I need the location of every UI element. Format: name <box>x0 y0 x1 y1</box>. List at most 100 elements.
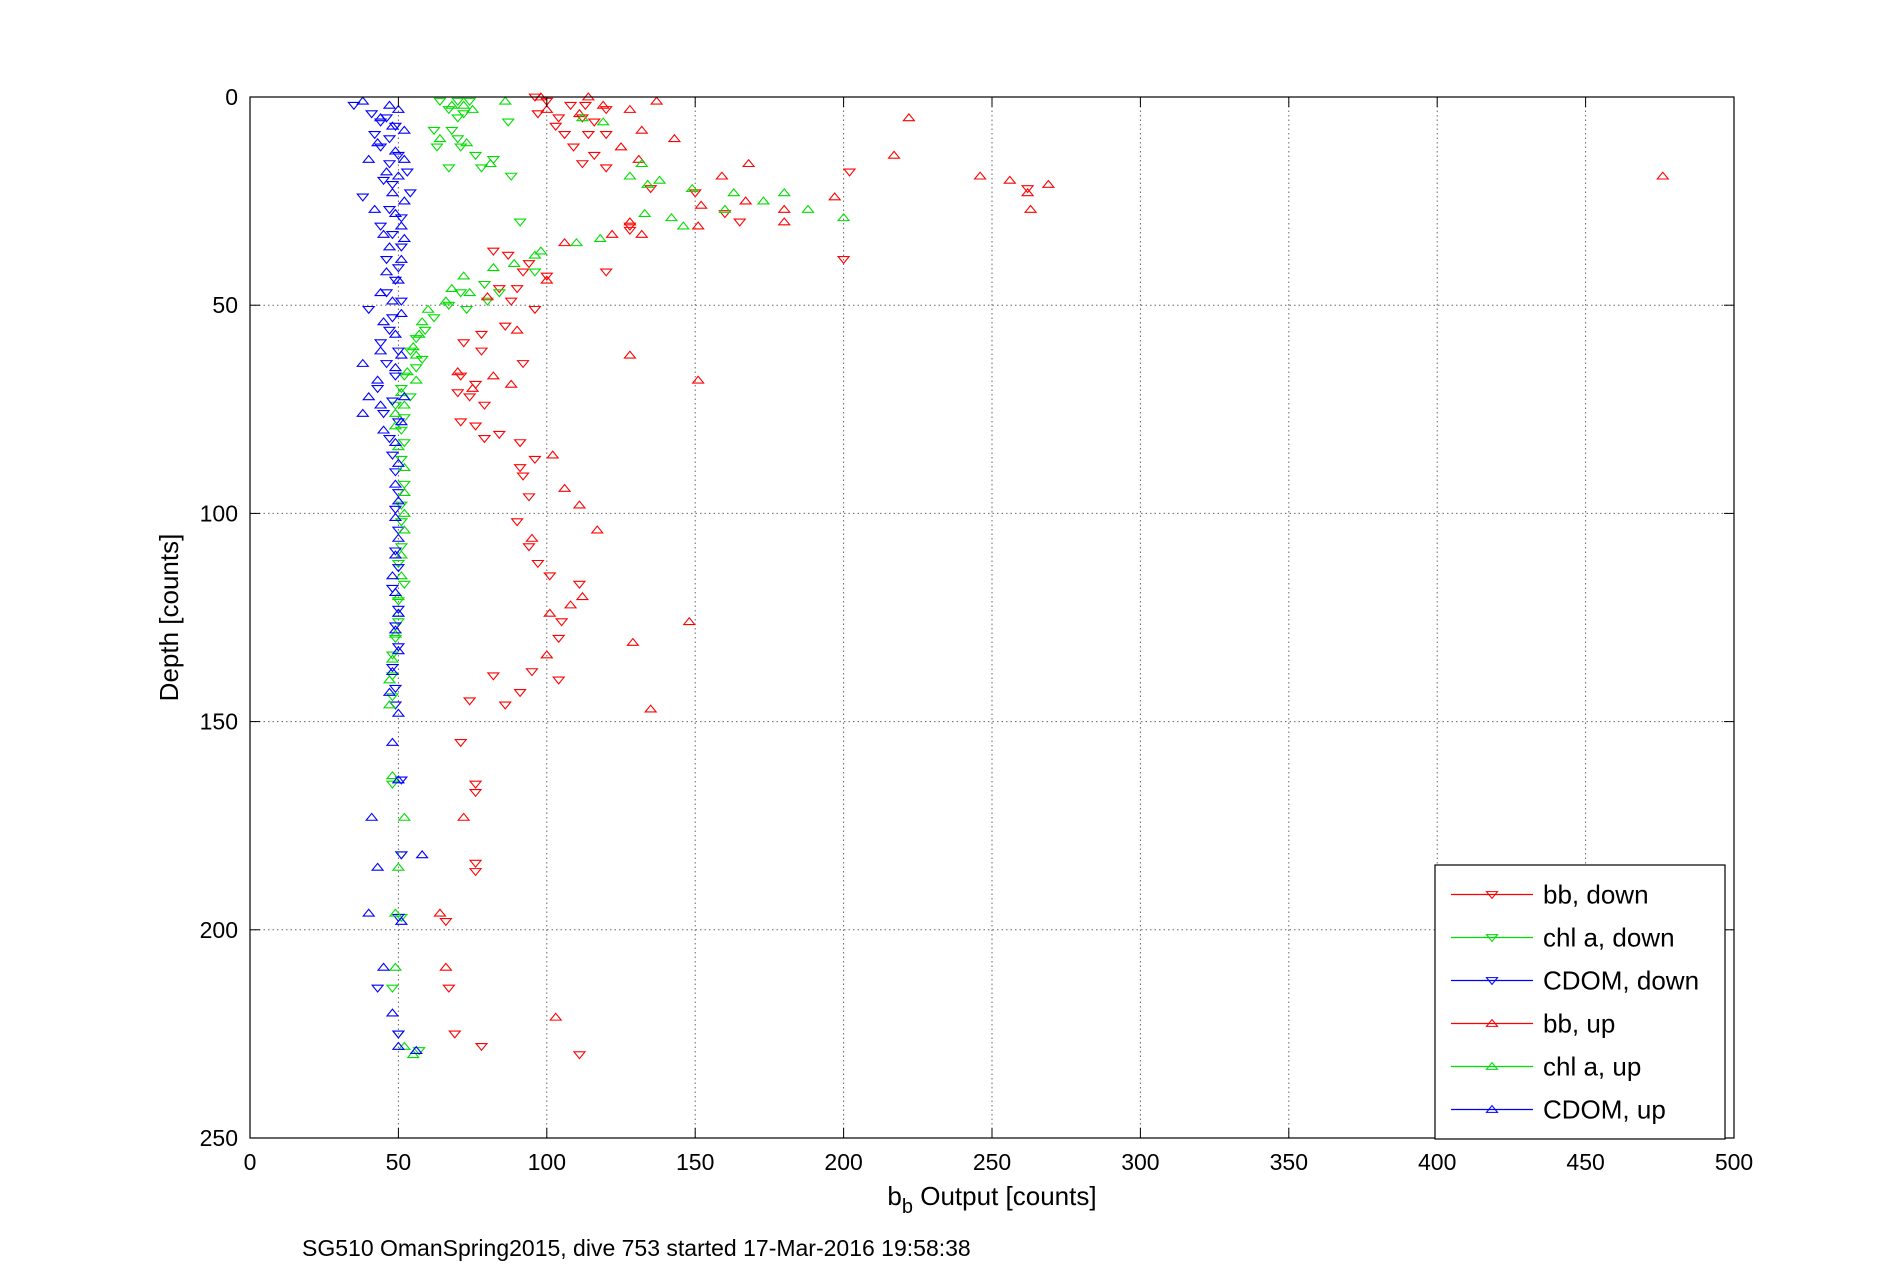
x-tick-label: 150 <box>676 1149 714 1175</box>
point-bb-up <box>623 217 637 226</box>
point-chl-a-down <box>442 106 456 115</box>
point-chl-a-down <box>427 126 441 136</box>
point-bb-up <box>486 371 501 380</box>
point-bb-up <box>887 150 901 159</box>
point-bb-up <box>1003 175 1017 184</box>
point-bb-up <box>667 133 682 143</box>
point-cdom-down <box>394 243 409 252</box>
point-cdom-up <box>394 254 409 263</box>
point-chl-a-up <box>575 113 590 122</box>
point-cdom-down <box>391 564 406 573</box>
point-chl-a-up <box>391 441 406 451</box>
point-bb-down <box>525 668 539 677</box>
point-chl-a-up <box>394 571 409 580</box>
point-bb-up <box>575 591 590 601</box>
point-cdom-up <box>382 687 397 696</box>
point-chl-a-up <box>400 367 414 376</box>
point-cdom-up <box>362 908 376 917</box>
point-bb-down <box>531 559 545 569</box>
point-bb-down <box>599 106 613 115</box>
point-cdom-up <box>388 550 403 559</box>
point-cdom-up <box>391 275 406 284</box>
point-chl-a-down <box>418 326 432 335</box>
y-tick-label: 200 <box>200 917 238 943</box>
point-chl-a-up <box>433 133 447 143</box>
point-chl-a-down <box>391 618 406 627</box>
y-tick-label: 0 <box>225 84 238 110</box>
point-chl-a-up <box>445 283 459 292</box>
point-bb-down <box>477 435 492 444</box>
point-chl-a-up <box>727 187 741 197</box>
point-cdom-up <box>388 512 403 521</box>
point-chl-a-down <box>451 135 465 144</box>
point-cdom-up <box>394 916 409 925</box>
point-cdom-up <box>388 479 403 488</box>
point-cdom-down <box>385 664 400 673</box>
point-bb-down <box>688 189 702 198</box>
point-cdom-up <box>394 221 409 230</box>
point-chl-a-up <box>623 171 637 180</box>
point-bb-down <box>510 285 524 294</box>
point-chl-a-up <box>388 908 403 917</box>
point-bb-down <box>468 868 483 877</box>
point-chl-a-up <box>412 329 426 338</box>
point-cdom-up <box>356 408 370 417</box>
point-chl-a-up <box>409 350 423 359</box>
point-bb-down <box>454 372 468 381</box>
point-bb-up <box>626 637 640 646</box>
point-chl-a-down <box>397 372 411 381</box>
legend-marker-cdom-up <box>1485 1104 1499 1113</box>
point-cdom-down <box>391 264 406 273</box>
x-tick-label: 300 <box>1121 1149 1159 1175</box>
point-bb-up <box>715 171 729 180</box>
point-bb-down <box>501 251 515 261</box>
point-chl-a-down <box>385 780 400 789</box>
point-bb-down <box>486 672 501 681</box>
point-chl-a-up <box>391 862 406 871</box>
point-cdom-down <box>391 643 406 652</box>
point-chl-a-up <box>801 204 815 213</box>
y-tick-label: 250 <box>200 1125 238 1151</box>
point-chl-a-down <box>451 114 465 123</box>
point-cdom-up <box>385 666 400 676</box>
x-tick-label: 350 <box>1270 1149 1308 1175</box>
point-cdom-up <box>391 1041 406 1050</box>
point-chl-a-up <box>836 212 851 222</box>
point-bb-up <box>465 383 480 392</box>
point-cdom-up <box>394 350 409 359</box>
point-chl-a-up <box>406 1049 420 1059</box>
point-bb-down <box>462 393 477 402</box>
point-chl-a-up <box>528 250 542 259</box>
point-bb-down <box>498 322 512 331</box>
x-axis-label: bb Output [counts] <box>887 1181 1096 1218</box>
point-cdom-down <box>391 151 406 161</box>
point-bb-down <box>572 1051 587 1060</box>
point-chl-a-up <box>569 237 584 247</box>
point-cdom-up <box>397 154 411 163</box>
point-bb-down <box>540 272 554 281</box>
point-cdom-down <box>379 360 394 369</box>
point-bb-up <box>635 125 649 134</box>
point-cdom-up <box>385 1008 400 1017</box>
point-cdom-up <box>388 362 403 372</box>
point-bb-down <box>552 676 566 685</box>
point-bb-up <box>682 616 696 626</box>
point-chl-a-down <box>492 289 506 298</box>
point-chl-a-down <box>397 580 411 589</box>
point-cdom-down <box>385 314 400 323</box>
point-bb-up <box>563 600 578 609</box>
point-bb-up <box>543 608 557 617</box>
y-tick-label: 100 <box>200 500 238 526</box>
x-tick-label: 400 <box>1418 1149 1456 1175</box>
point-bb-down <box>575 114 590 123</box>
point-cdom-up <box>391 496 406 505</box>
point-chl-a-up <box>641 179 655 188</box>
point-bb-down <box>492 285 506 294</box>
point-bb-down <box>599 164 613 173</box>
point-cdom-up <box>356 358 370 367</box>
point-bb-down <box>474 347 489 356</box>
legend-marker-chl-a-up <box>1485 1061 1499 1070</box>
point-bb-down <box>572 580 587 589</box>
axis-ticks: 0 50 100 150 200 250 300 350 400 450 500 0 50 100 150 2… <box>200 84 1754 1175</box>
